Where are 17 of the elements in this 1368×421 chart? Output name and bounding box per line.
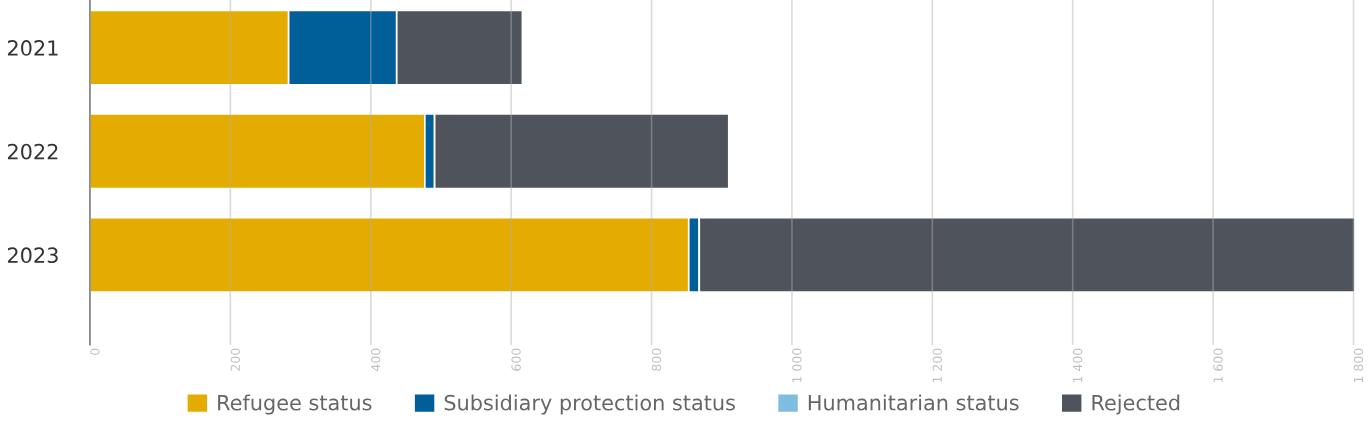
x-tick-label: 200 (230, 348, 241, 371)
x-tick-label: 1 600 (1213, 348, 1223, 383)
y-tick-label: 2023 (7, 247, 58, 264)
y-tick-label: 2021 (7, 40, 58, 56)
legend-label: Rejected (1092, 394, 1180, 415)
x-tick-label: 1 800 (1353, 348, 1364, 383)
y-tick-label: 2022 (7, 143, 58, 160)
x-tick-label: 1 000 (792, 348, 802, 383)
x-tick-label: 600 (511, 348, 521, 371)
legend-label: Subsidiary protection status (444, 394, 735, 415)
x-tick-label: 800 (651, 348, 662, 371)
x-tick-label: 0 (90, 348, 100, 355)
x-tick-label: 400 (371, 348, 381, 372)
legend-label: Refugee status (218, 394, 372, 415)
x-tick-label: 1 400 (1072, 348, 1083, 383)
x-tick-label: 1 200 (932, 348, 942, 383)
legend-label: Humanitarian status (808, 394, 1019, 411)
